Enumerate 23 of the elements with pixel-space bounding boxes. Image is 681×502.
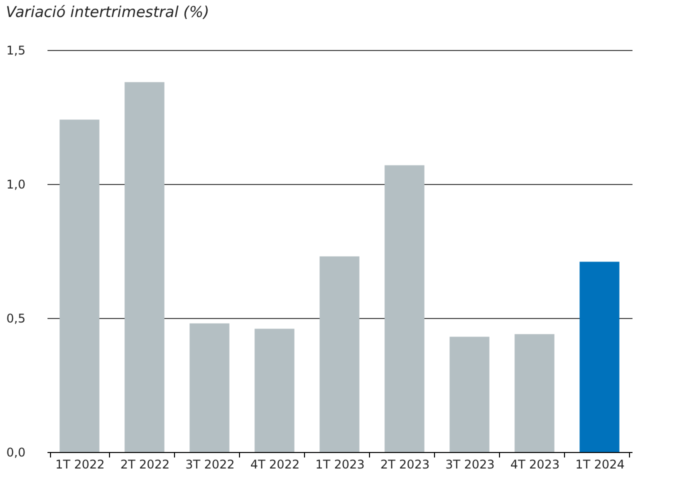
chart-subtitle: Variació intertrimestral (%) <box>6 3 210 21</box>
bar <box>580 262 620 452</box>
x-tick-label: 4T 2022 <box>250 458 300 472</box>
y-tick-label: 0,5 <box>6 312 26 326</box>
bar <box>384 165 424 452</box>
bar <box>514 334 554 452</box>
x-tick-label: 2T 2023 <box>380 458 430 472</box>
bar <box>190 323 230 452</box>
x-tick-label: 1T 2022 <box>55 458 105 472</box>
y-tick-label: 1,0 <box>6 178 26 192</box>
bar <box>124 82 164 452</box>
bar <box>320 256 360 452</box>
x-tick-label: 3T 2023 <box>445 458 495 472</box>
x-tick-label: 4T 2023 <box>510 458 560 472</box>
y-tick-label: 1,5 <box>6 44 26 58</box>
y-tick-label: 0,0 <box>6 446 26 460</box>
x-tick-label: 2T 2022 <box>120 458 170 472</box>
x-tick-label: 1T 2024 <box>575 458 625 472</box>
bar <box>60 120 100 452</box>
x-tick-label: 1T 2023 <box>315 458 365 472</box>
bar <box>450 336 490 452</box>
x-tick-label: 3T 2022 <box>185 458 235 472</box>
bar <box>254 328 294 452</box>
